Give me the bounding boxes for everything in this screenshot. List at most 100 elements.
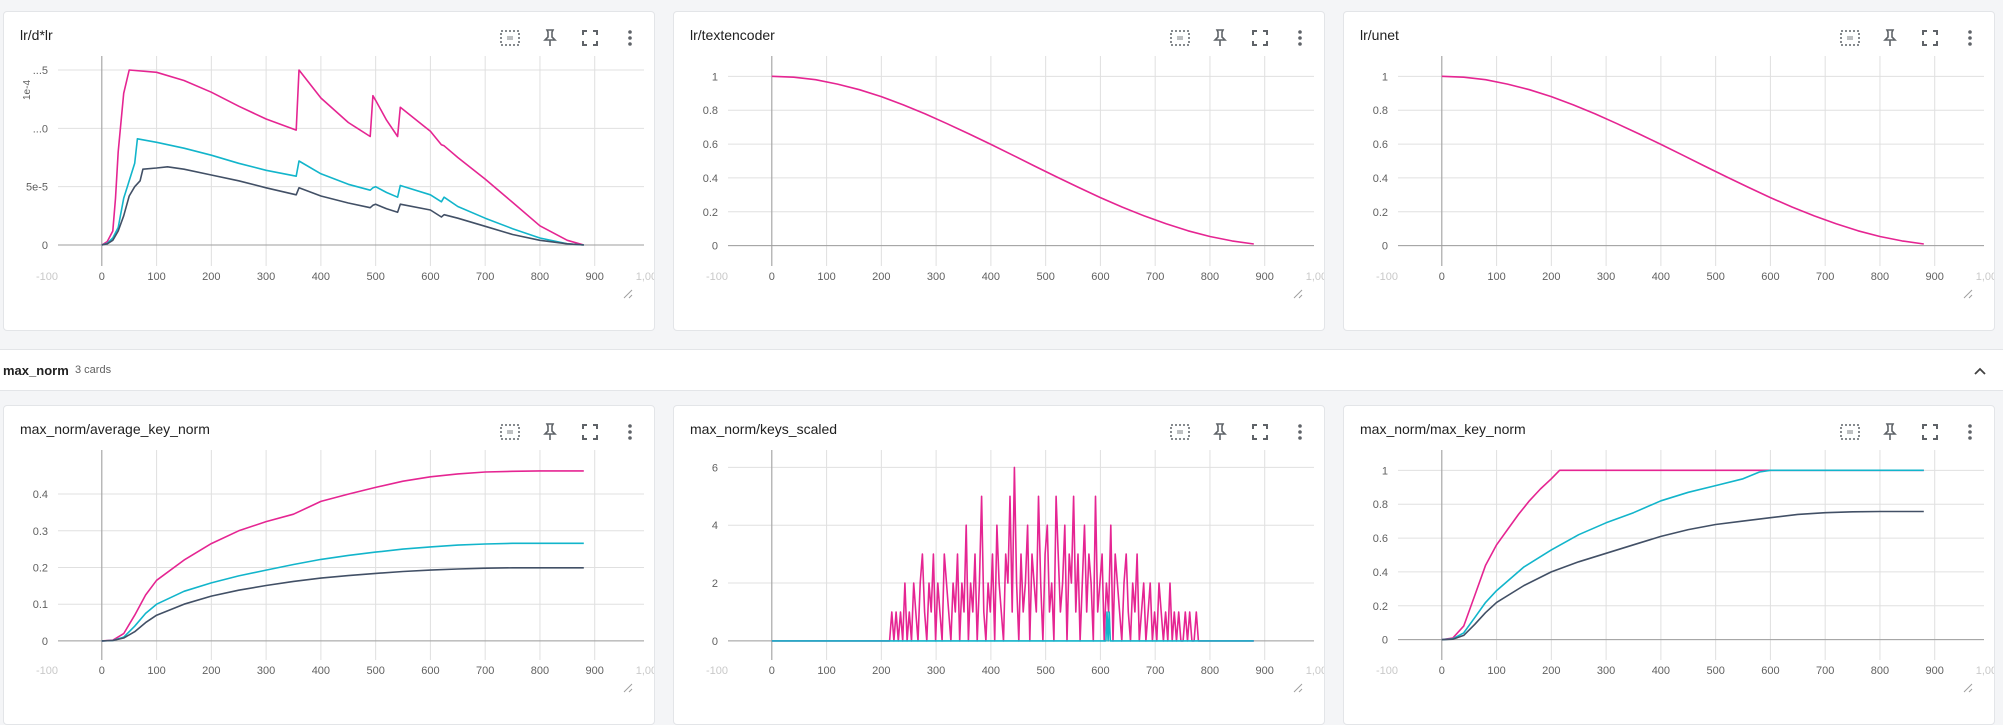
- more-options-button[interactable]: [618, 420, 642, 444]
- data-selection-icon: [1840, 424, 1860, 440]
- more-vertical-icon: [1298, 30, 1302, 46]
- series-line-2: [101, 166, 584, 246]
- pin-card-button[interactable]: [1878, 420, 1902, 444]
- data-selection-icon: [500, 30, 520, 46]
- chart-card: max_norm/keys_scaled 0 100 200 300 400 500 600 7…: [673, 405, 1325, 725]
- toggle-selection-button[interactable]: [1838, 26, 1862, 50]
- more-options-button[interactable]: [1288, 420, 1312, 444]
- series-line-0: [771, 75, 1254, 245]
- x-tick-label: 100: [1487, 271, 1505, 283]
- toggle-selection-button[interactable]: [1838, 420, 1862, 444]
- x-tick-label: 400: [1652, 271, 1670, 283]
- line-chart[interactable]: 0 100 200 300 400 500 600 700 800 900 -100 1,000 0 0.…: [674, 56, 1324, 316]
- toggle-selection-button[interactable]: [1168, 420, 1192, 444]
- resize-handle-icon[interactable]: [1293, 289, 1303, 299]
- more-options-button[interactable]: [618, 26, 642, 50]
- x-tick-label: 800: [531, 271, 549, 283]
- x-tick-label: 0: [769, 665, 775, 677]
- data-selection-icon: [1170, 30, 1190, 46]
- group-header[interactable]: max_norm 3 cards: [0, 349, 2003, 391]
- x-tick-label: 400: [1652, 665, 1670, 677]
- x-tick-label: 300: [1597, 271, 1615, 283]
- x-tick-label: 600: [421, 271, 439, 283]
- x-tick-label: 700: [1816, 665, 1834, 677]
- resize-handle-icon[interactable]: [623, 683, 633, 693]
- y-tick-label: 6: [712, 462, 718, 474]
- x-tick-label: 900: [1926, 271, 1944, 283]
- series-line-0: [771, 466, 1254, 642]
- fullscreen-button[interactable]: [578, 26, 602, 50]
- line-chart[interactable]: 0 100 200 300 400 500 600 700 800 900 -100 1,000 0 0.…: [4, 450, 654, 710]
- fullscreen-button[interactable]: [1918, 420, 1942, 444]
- card-toolbar: [498, 26, 642, 50]
- group-card-count: 3 cards: [75, 364, 112, 376]
- resize-handle-icon[interactable]: [1963, 683, 1973, 693]
- series-line-1: [771, 611, 1254, 642]
- pin-card-button[interactable]: [1208, 420, 1232, 444]
- x-tick-label: 700: [1146, 665, 1164, 677]
- pin-card-button[interactable]: [1208, 26, 1232, 50]
- series-line-0: [101, 470, 584, 642]
- x-tick-label: 800: [1201, 665, 1219, 677]
- x-tick-label: 700: [1146, 271, 1164, 283]
- y-tick-label: 0.2: [1373, 601, 1388, 613]
- x-tick-label-faint: 1,000: [636, 665, 654, 677]
- x-tick-label: 500: [1706, 665, 1724, 677]
- more-options-button[interactable]: [1958, 26, 1982, 50]
- pin-icon: [543, 29, 557, 46]
- series-line-1: [1441, 469, 1924, 641]
- card-toolbar: [1168, 26, 1312, 50]
- x-tick-label: 100: [817, 271, 835, 283]
- fullscreen-button[interactable]: [578, 420, 602, 444]
- line-chart[interactable]: 0 100 200 300 400 500 600 700 800 900 -100 1,000 0 5e…: [4, 56, 654, 316]
- card-title: max_norm/max_key_norm: [1360, 421, 1526, 437]
- toggle-selection-button[interactable]: [1168, 26, 1192, 50]
- y-tick-label: 1: [1382, 465, 1388, 477]
- x-tick-label: 0: [769, 271, 775, 283]
- x-tick-label: 200: [202, 271, 220, 283]
- y-tick-label: ...0: [33, 123, 48, 135]
- pin-card-button[interactable]: [538, 420, 562, 444]
- pin-card-button[interactable]: [538, 26, 562, 50]
- chevron-up-icon: [1974, 367, 1986, 375]
- more-options-button[interactable]: [1288, 26, 1312, 50]
- x-tick-label-faint: -100: [36, 665, 58, 677]
- y-tick-label: 4: [712, 520, 718, 532]
- resize-handle-icon[interactable]: [623, 289, 633, 299]
- fullscreen-button[interactable]: [1918, 26, 1942, 50]
- x-tick-label: 300: [927, 271, 945, 283]
- more-options-button[interactable]: [1958, 420, 1982, 444]
- x-tick-label: 200: [202, 665, 220, 677]
- x-tick-label: 0: [1439, 271, 1445, 283]
- y-tick-label: 2: [712, 578, 718, 590]
- line-chart[interactable]: 0 100 200 300 400 500 600 700 800 900 -100 1,000 0 0.…: [1344, 450, 1994, 710]
- toggle-selection-button[interactable]: [498, 26, 522, 50]
- x-tick-label: 900: [1256, 665, 1274, 677]
- x-tick-label: 200: [872, 665, 890, 677]
- series-line-1: [101, 542, 584, 642]
- series-line-2: [1441, 510, 1924, 641]
- line-chart[interactable]: 0 100 200 300 400 500 600 700 800 900 -100 1,000 0 0.…: [1344, 56, 1994, 316]
- collapse-group-button[interactable]: [1969, 360, 1991, 382]
- pin-card-button[interactable]: [1878, 26, 1902, 50]
- resize-handle-icon[interactable]: [1963, 289, 1973, 299]
- x-tick-label: 300: [927, 665, 945, 677]
- x-tick-label-faint: 1,000: [1976, 665, 1994, 677]
- x-tick-label: 900: [1926, 665, 1944, 677]
- line-chart[interactable]: 0 100 200 300 400 500 600 700 800 900 -100 1,000 0 2 4…: [674, 450, 1324, 710]
- x-tick-label: 400: [312, 665, 330, 677]
- x-tick-label: 100: [1487, 665, 1505, 677]
- x-tick-label: 800: [531, 665, 549, 677]
- y-tick-label: 5e-5: [26, 182, 48, 194]
- fullscreen-button[interactable]: [1248, 26, 1272, 50]
- y-tick-label: 0.8: [703, 105, 718, 117]
- pin-icon: [1883, 29, 1897, 46]
- chart-card: lr/d*lr 0 100 200 300 400 500 600 700 800 900 -100 1…: [3, 11, 655, 331]
- x-tick-label: 500: [1036, 271, 1054, 283]
- y-tick-label: 0.2: [33, 562, 48, 574]
- resize-handle-icon[interactable]: [1293, 683, 1303, 693]
- toggle-selection-button[interactable]: [498, 420, 522, 444]
- y-tick-label: 0: [42, 636, 48, 648]
- fullscreen-button[interactable]: [1248, 420, 1272, 444]
- x-tick-label: 300: [257, 665, 275, 677]
